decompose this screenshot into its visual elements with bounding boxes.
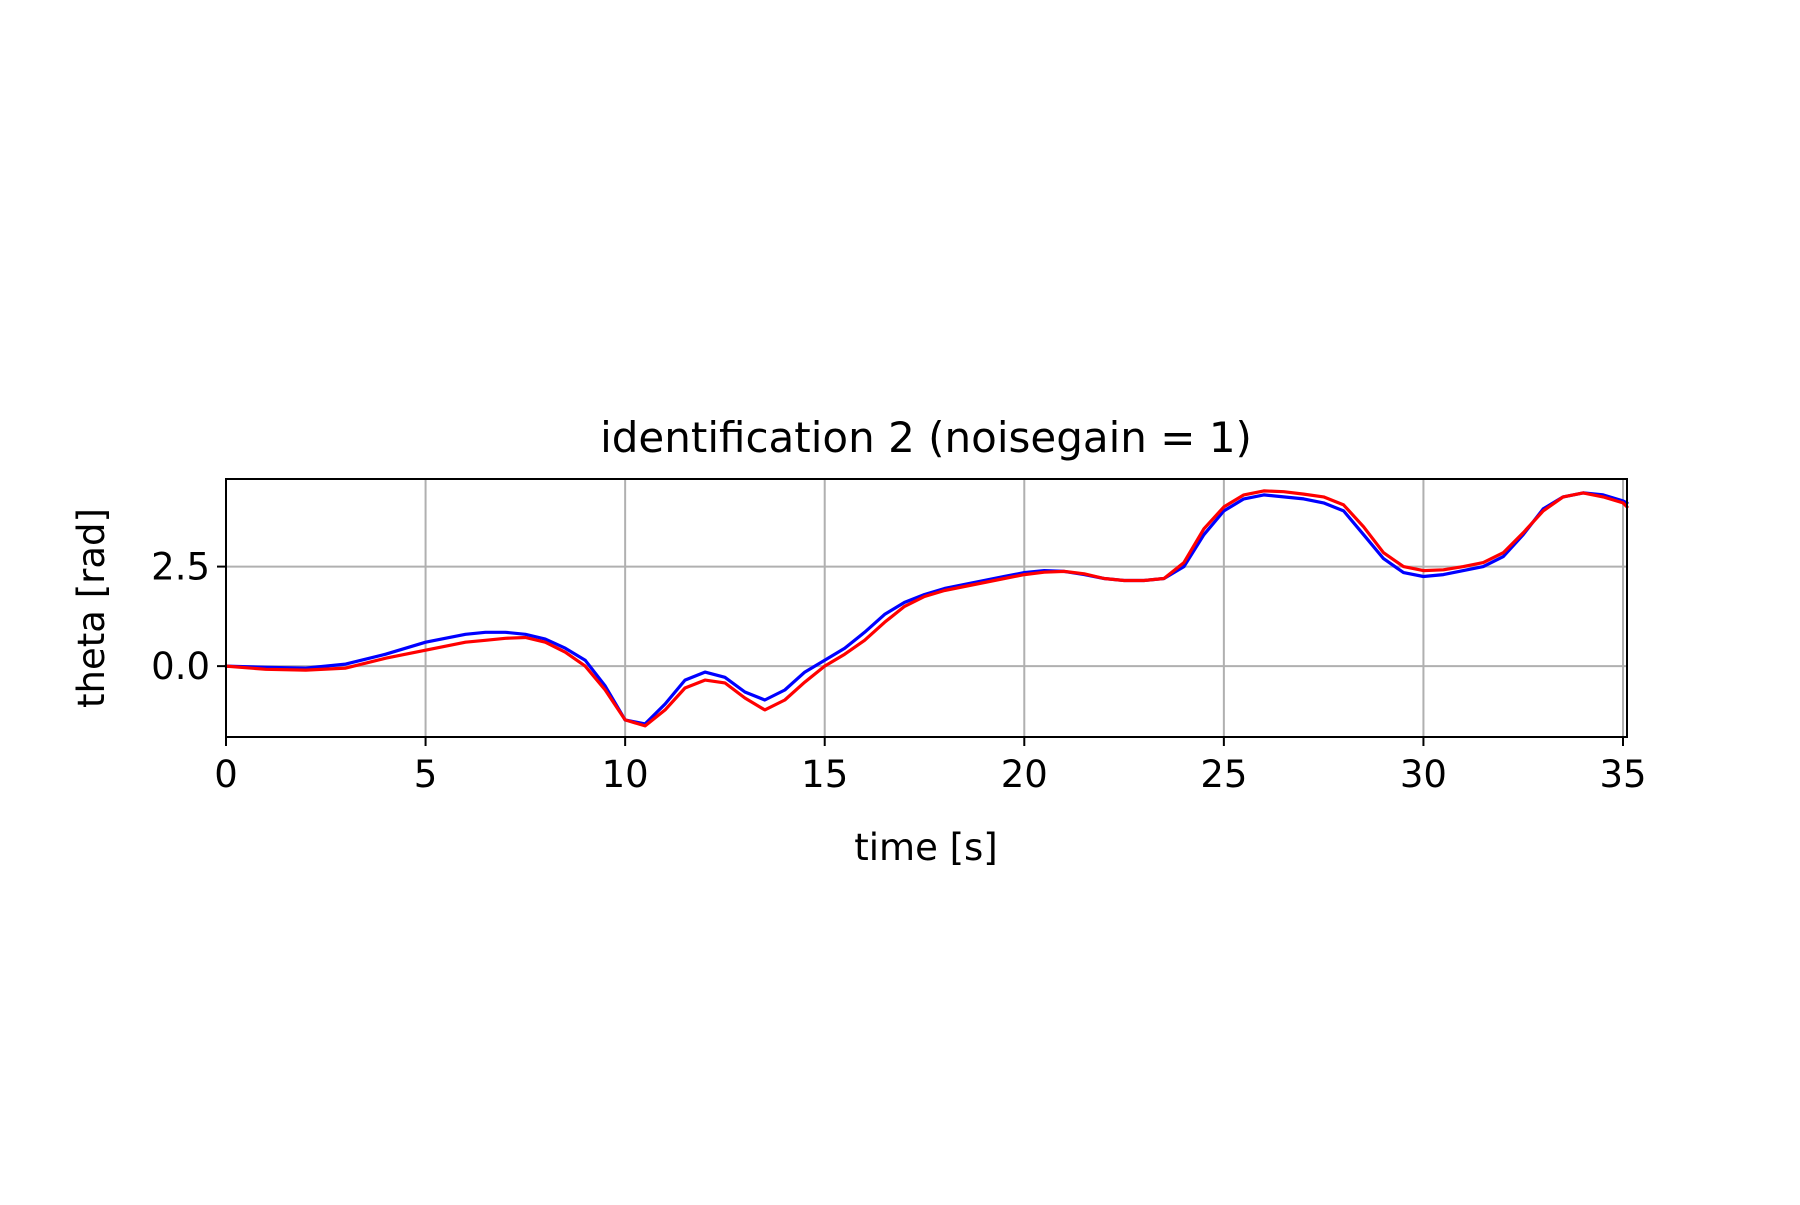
y-axis: 0.0 2.5 [151,546,226,688]
x-tick-label: 10 [602,753,649,796]
x-tick-label: 15 [801,753,848,796]
x-tick-label: 30 [1400,753,1447,796]
y-tick-label: 0.0 [151,645,210,688]
series-line-1 [224,491,1629,726]
x-axis-label: time [s] [854,826,998,869]
y-tick-label: 2.5 [151,546,210,589]
series-layer [224,489,1629,728]
y-axis-label: theta [rad] [70,508,113,708]
x-tick-label: 25 [1200,753,1247,796]
x-tick-label: 5 [414,753,438,796]
x-tick-label: 35 [1599,753,1646,796]
plot-frame [225,478,1628,738]
x-tick-label: 0 [214,753,238,796]
x-tick-label: 20 [1001,753,1048,796]
chart-title: identification 2 (noisegain = 1) [600,413,1252,462]
x-axis: 0 5 10 15 20 25 30 35 [214,737,1647,796]
series-line-2 [224,489,1629,728]
